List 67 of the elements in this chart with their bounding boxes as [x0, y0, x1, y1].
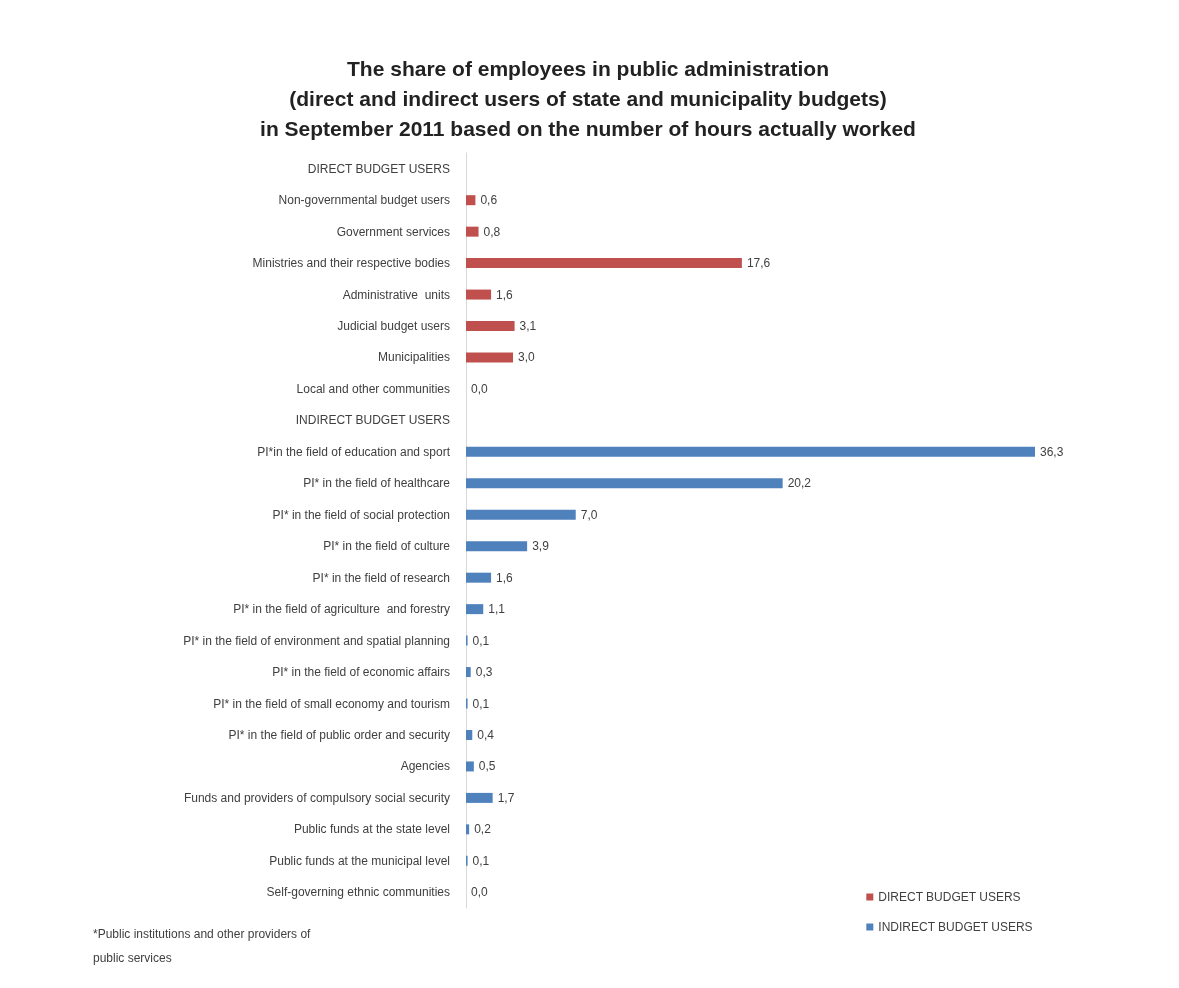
bar: [466, 258, 742, 269]
data-label: 7,0: [580, 507, 598, 522]
y-tick-label: Municipalities: [377, 350, 450, 365]
y-tick-label: Ministries and their respective bodies: [252, 256, 450, 271]
data-label: 0,5: [478, 759, 496, 774]
y-tick-label: PI* in the field of healthcare: [303, 476, 451, 491]
data-label: 17,6: [746, 256, 771, 271]
y-tick-label: Self-governing ethnic communities: [266, 885, 450, 900]
y-tick-label: Local and other communities: [296, 381, 450, 396]
y-tick-label: PI* in the field of research: [312, 570, 450, 585]
data-label: 3,9: [532, 539, 550, 554]
chart-title: The share of employees in public administration (direct and indirect users of state and municipality budgets) in September 2011 based on the number of hours actually worked: [260, 56, 916, 140]
bar: [466, 792, 493, 803]
bar: [466, 289, 492, 300]
data-label: 20,2: [787, 476, 812, 491]
y-tick-label: Administrative units: [342, 287, 450, 302]
data-label: 0,1: [472, 853, 490, 868]
data-label: 0,4: [477, 727, 495, 742]
y-tick-label: PI* in the field of culture: [323, 539, 451, 554]
bar: [466, 541, 528, 552]
y-tick-label: PI* in the field of economic affairs: [272, 665, 450, 680]
y-tick-label: Public funds at the state level: [293, 822, 450, 837]
data-label: 0,6: [480, 193, 498, 208]
bar: [466, 446, 1035, 457]
y-tick-label: Funds and providers of compulsory social security: [183, 790, 450, 805]
bar: [466, 824, 470, 835]
bar: [466, 667, 471, 678]
y-tick-label: PI* in the field of environment and spatial planning: [183, 633, 450, 648]
y-tick-label: Public funds at the municipal level: [269, 853, 450, 868]
y-tick-label: PI* in the field of social protection: [272, 507, 450, 522]
data-label: 3,1: [519, 319, 537, 334]
data-label: 0,2: [474, 822, 492, 837]
data-label: 1,7: [497, 790, 515, 805]
y-tick-label: INDIRECT BUDGET USERS: [295, 413, 450, 428]
bar: [466, 604, 484, 615]
y-tick-label: PI* in the field of agriculture and forestry: [233, 602, 450, 617]
data-label: 1,6: [496, 570, 514, 585]
bar: [466, 321, 515, 332]
y-tick-label: Judicial budget users: [337, 319, 450, 334]
data-label: 0,0: [471, 381, 489, 396]
bar: [466, 195, 476, 206]
data-label: 0,1: [472, 633, 490, 648]
bar: [466, 352, 514, 363]
legend-label: DIRECT BUDGET USERS: [878, 890, 1021, 904]
data-label: 3,0: [518, 350, 536, 365]
bar: [466, 478, 783, 489]
data-label: 0,3: [475, 665, 493, 680]
y-tick-label: DIRECT BUDGET USERS: [307, 161, 450, 176]
data-label: 1,6: [496, 287, 514, 302]
y-tick-label: Agencies: [400, 759, 450, 774]
bar: [466, 509, 576, 520]
bar: [466, 761, 474, 772]
y-tick-label: PI* in the field of small economy and tourism: [213, 696, 450, 711]
data-label: 36,3: [1040, 444, 1064, 459]
y-tick-label: Government services: [336, 224, 450, 239]
data-label: 0,1: [472, 696, 490, 711]
text: *Public institutions and other providers of public services: [93, 927, 312, 965]
legend-label: INDIRECT BUDGET USERS: [878, 920, 1033, 934]
bar: [466, 729, 473, 740]
data-label: 1,1: [488, 602, 506, 617]
data-label: 0,8: [483, 224, 501, 239]
y-tick-label: PI*in the field of education and sport: [257, 444, 451, 459]
data-label: 0,0: [471, 885, 489, 900]
bar: [466, 226, 479, 237]
bar: [466, 572, 492, 583]
y-tick-label: PI* in the field of public order and security: [228, 727, 450, 742]
y-tick-label: Non-governmental budget users: [278, 193, 450, 208]
